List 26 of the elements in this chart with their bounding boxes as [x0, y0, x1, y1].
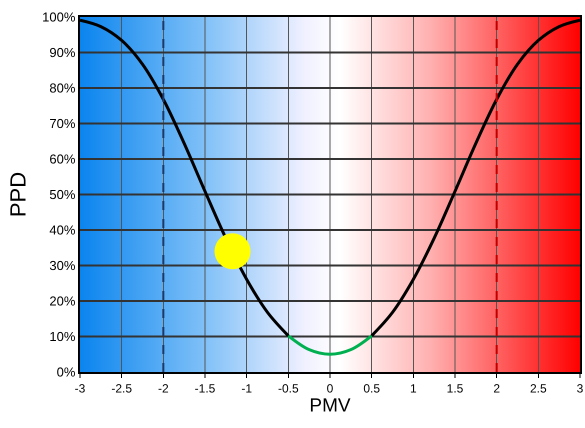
- x-axis-title: PMV: [309, 395, 351, 416]
- x-tick-label: 2: [493, 381, 500, 396]
- y-tick-label: 90%: [49, 45, 76, 60]
- x-tick-label: -1.5: [194, 381, 216, 396]
- y-tick-label: 70%: [49, 116, 76, 132]
- y-tick-label: 60%: [49, 152, 76, 167]
- x-tick-label: -2: [158, 381, 169, 396]
- x-tick-label: -1: [241, 381, 252, 396]
- x-tick-label: 0.5: [363, 381, 380, 396]
- x-tick-label: 3: [576, 381, 584, 396]
- x-tick-label: -3: [74, 381, 86, 396]
- y-axis-title: PPD: [5, 172, 30, 218]
- x-tick-label: 1: [410, 381, 417, 396]
- x-tick-label: 0: [326, 381, 334, 396]
- y-tick-label: 0%: [56, 364, 76, 380]
- y-tick-label: 40%: [49, 222, 76, 238]
- x-tick-label: 2.5: [530, 381, 547, 396]
- y-tick-label: 10%: [49, 329, 76, 344]
- x-tick-label: 1.5: [446, 381, 464, 396]
- y-tick-label: 30%: [49, 258, 76, 274]
- y-tick-label: 20%: [49, 294, 76, 309]
- y-tick-label: 100%: [42, 10, 76, 25]
- x-tick-label: -0.5: [278, 381, 299, 396]
- x-tick-label: -2.5: [111, 381, 132, 396]
- y-tick-label: 80%: [49, 80, 76, 96]
- y-tick-label: 50%: [49, 187, 76, 202]
